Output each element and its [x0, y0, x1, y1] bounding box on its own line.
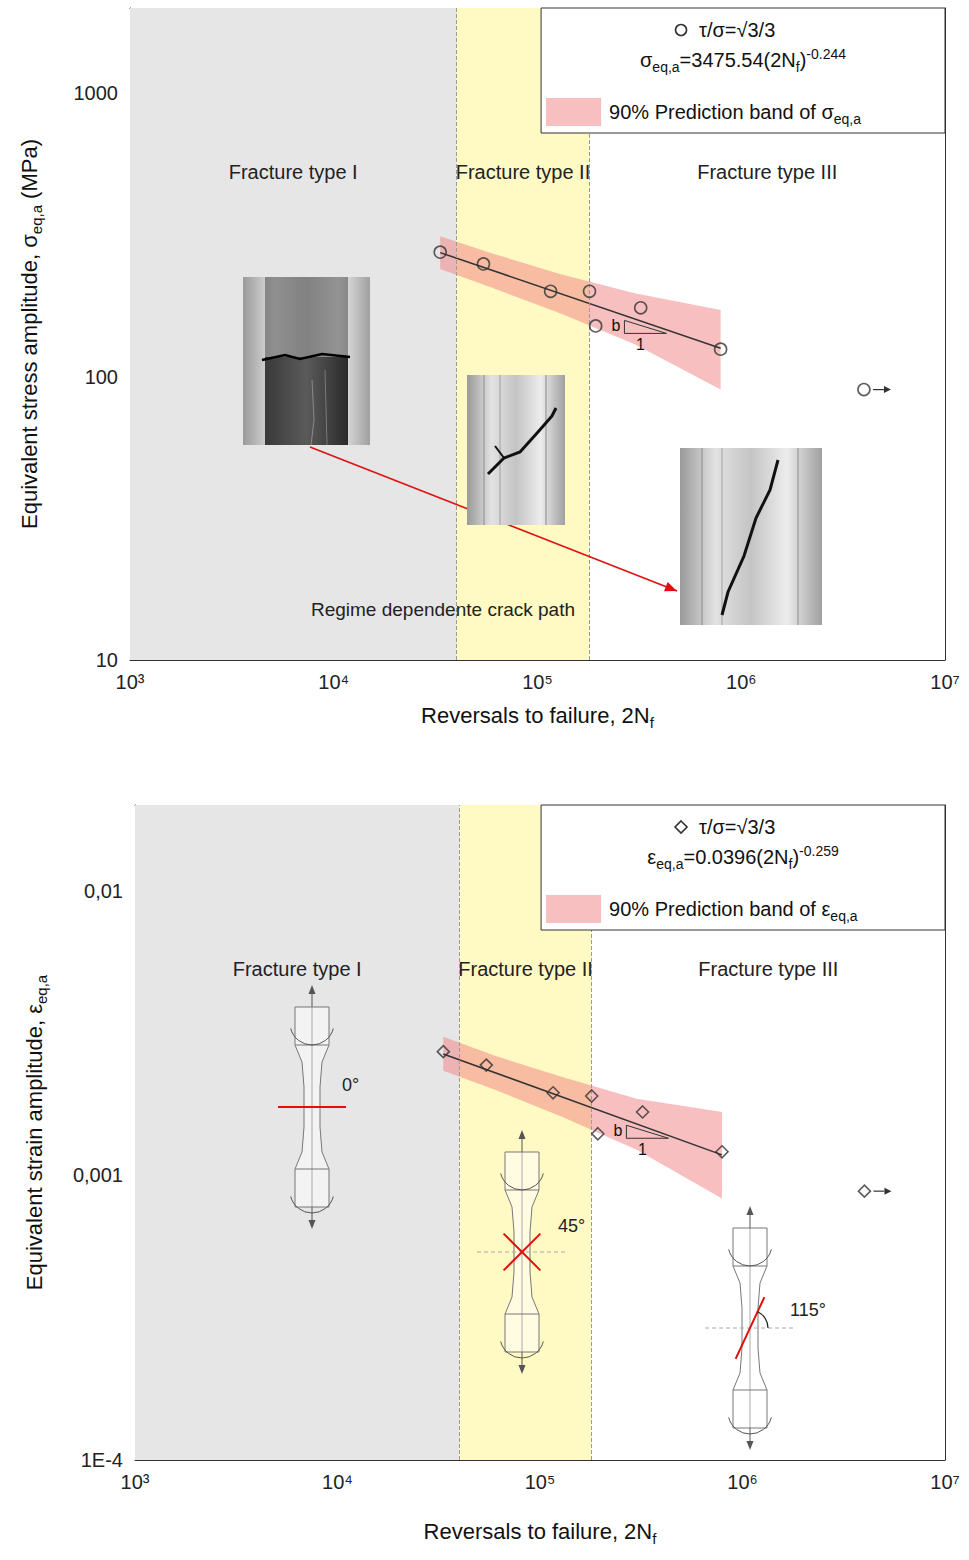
svg-text:10⁷: 10⁷ — [930, 671, 959, 693]
svg-text:f: f — [650, 714, 655, 731]
svg-text:10³: 10³ — [116, 671, 145, 693]
svg-text:1000: 1000 — [74, 82, 119, 104]
svg-text:Reversals to failure, 2N: Reversals to failure, 2N — [421, 703, 650, 728]
svg-text:100: 100 — [85, 366, 118, 388]
svg-text:=0.0396(2N: =0.0396(2N — [683, 846, 788, 868]
svg-text:=3475.54(2N: =3475.54(2N — [680, 49, 796, 71]
svg-text:1E-4: 1E-4 — [81, 1449, 123, 1471]
svg-text:f: f — [652, 1530, 657, 1547]
svg-text:eq,a: eq,a — [28, 204, 45, 234]
svg-text:10⁶: 10⁶ — [727, 1471, 757, 1493]
svg-text:45°: 45° — [558, 1216, 585, 1236]
svg-text:Fracture type II: Fracture type II — [456, 161, 591, 183]
svg-text:τ/σ=√3/3: τ/σ=√3/3 — [699, 19, 775, 41]
svg-text:Fracture type III: Fracture type III — [698, 958, 838, 980]
svg-text:σ: σ — [640, 49, 653, 71]
svg-text:eq,a: eq,a — [830, 908, 857, 924]
svg-text:Fracture type I: Fracture type I — [229, 161, 358, 183]
svg-text:10³: 10³ — [121, 1471, 150, 1493]
svg-text:eq,a: eq,a — [656, 856, 683, 872]
svg-text:Fracture type III: Fracture type III — [697, 161, 837, 183]
svg-text:10⁴: 10⁴ — [322, 1471, 353, 1493]
svg-text:): ) — [792, 846, 799, 868]
svg-text:Equivalent stress amplitude, σ: Equivalent stress amplitude, σ — [17, 234, 42, 529]
svg-text:1: 1 — [638, 1141, 647, 1158]
svg-text:eq,a: eq,a — [834, 111, 861, 127]
svg-text:0°: 0° — [342, 1075, 359, 1095]
svg-text:b: b — [613, 1122, 622, 1139]
svg-text:0,001: 0,001 — [73, 1164, 123, 1186]
svg-text:10⁴: 10⁴ — [318, 671, 349, 693]
svg-text:τ/σ=√3/3: τ/σ=√3/3 — [699, 816, 775, 838]
svg-text:10⁷: 10⁷ — [930, 1471, 959, 1493]
svg-text:Reversals to failure, 2N: Reversals to failure, 2N — [424, 1519, 653, 1544]
svg-text:10⁵: 10⁵ — [522, 671, 553, 693]
svg-text:-0.259: -0.259 — [799, 843, 839, 859]
svg-text:10: 10 — [96, 649, 118, 671]
svg-text:(MPa): (MPa) — [17, 139, 42, 205]
svg-text:-0.244: -0.244 — [806, 46, 846, 62]
svg-text:115°: 115° — [790, 1300, 826, 1320]
svg-text:): ) — [800, 49, 807, 71]
svg-text:1: 1 — [636, 336, 645, 353]
svg-text:eq,a: eq,a — [652, 59, 679, 75]
svg-text:90% Prediction band of σ: 90% Prediction band of σ — [609, 101, 834, 123]
svg-text:10⁶: 10⁶ — [726, 671, 756, 693]
svg-text:Fracture type I: Fracture type I — [233, 958, 362, 980]
svg-text:f: f — [788, 855, 793, 872]
svg-text:ε: ε — [647, 846, 656, 868]
svg-text:Fracture type II: Fracture type II — [458, 958, 593, 980]
svg-text:f: f — [795, 58, 800, 75]
svg-text:Equivalent strain amplitude, ε: Equivalent strain amplitude, ε — [22, 1004, 47, 1290]
svg-text:eq,a: eq,a — [33, 974, 50, 1004]
svg-text:Regime dependente crack path: Regime dependente crack path — [311, 599, 575, 620]
svg-text:b: b — [612, 317, 621, 334]
svg-text:90% Prediction band of ε: 90% Prediction band of ε — [609, 898, 830, 920]
svg-text:10⁵: 10⁵ — [525, 1471, 556, 1493]
svg-text:0,01: 0,01 — [84, 880, 123, 902]
